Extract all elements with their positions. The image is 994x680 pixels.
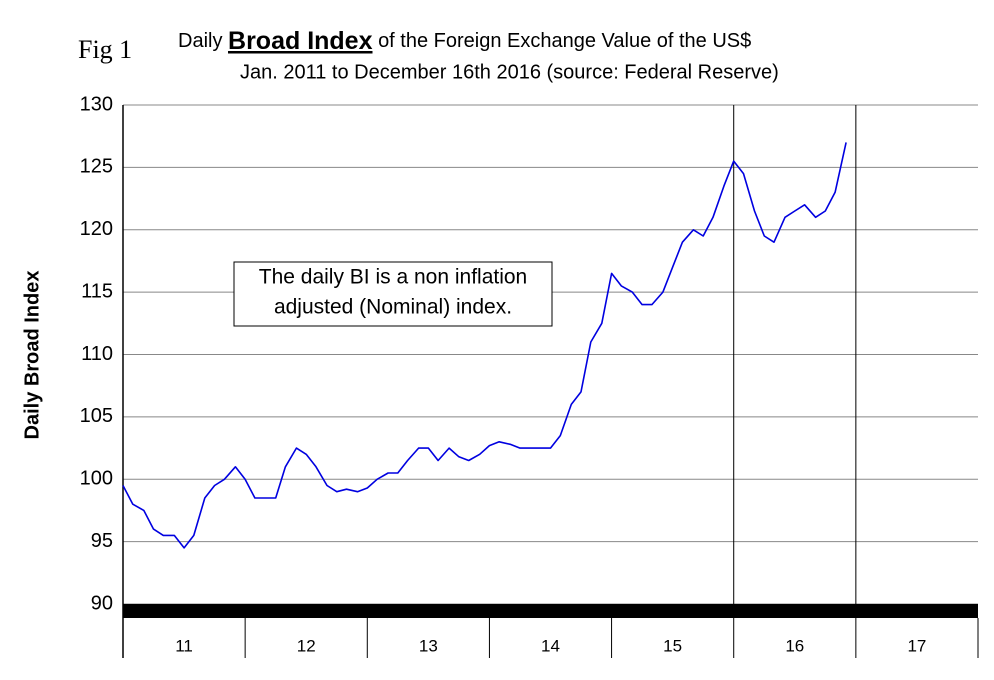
y-axis-label: Daily Broad Index	[21, 271, 43, 440]
y-tick-label: 95	[91, 530, 113, 552]
x-tick-label: 15	[663, 636, 682, 655]
y-tick-label: 105	[80, 405, 113, 427]
x-tick-label: 17	[907, 636, 926, 655]
title-emphasis: Broad Index	[228, 27, 373, 55]
x-tick-label: 11	[175, 636, 193, 655]
y-tick-label: 125	[80, 156, 113, 178]
x-tick-label: 12	[297, 636, 316, 655]
y-tick-label: 130	[80, 93, 113, 115]
y-tick-label: 110	[81, 343, 113, 365]
chart-title: Daily Broad Index of the Foreign Exchang…	[178, 27, 751, 55]
y-tick-label: 90	[91, 592, 113, 614]
title-rest: of the Foreign Exchange Value of the US$	[378, 30, 751, 52]
y-tick-label: 120	[80, 218, 113, 240]
x-tick-label: 14	[541, 636, 560, 655]
x-tick-label: 16	[785, 636, 804, 655]
data-line	[122, 142, 847, 549]
title-start: Daily	[178, 30, 222, 52]
x-axis-bar	[123, 604, 978, 618]
figure-label: Fig 1	[78, 35, 132, 64]
y-tick-label: 115	[81, 280, 113, 302]
x-tick-label: 13	[419, 636, 438, 655]
annotation-box	[233, 261, 553, 327]
annotation: adjusted (Nominal) index.	[274, 296, 512, 319]
chart-subtitle: Jan. 2011 to December 16th 2016 (source:…	[240, 61, 779, 83]
y-tick-label: 100	[80, 468, 113, 490]
annotation: The daily BI is a non inflation	[259, 266, 528, 289]
